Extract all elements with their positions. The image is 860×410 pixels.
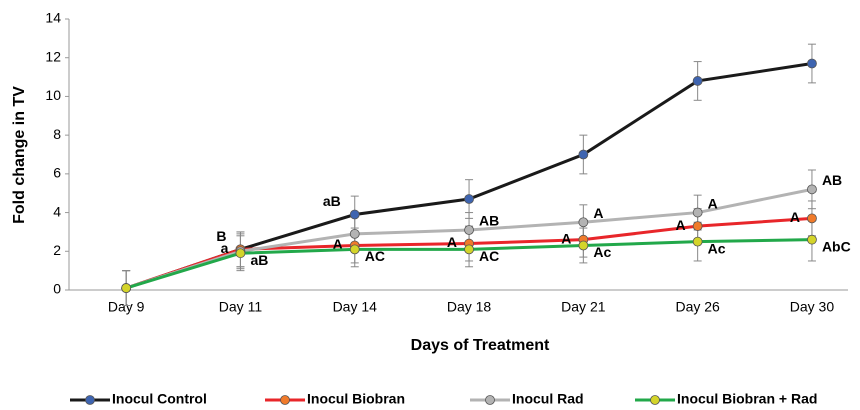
annotation: A <box>447 234 457 250</box>
annotation: A <box>333 236 343 252</box>
y-tick-label: 14 <box>45 10 61 26</box>
annotation: A <box>676 217 686 233</box>
annotation: B <box>216 228 226 244</box>
x-axis-title: Days of Treatment <box>411 337 550 354</box>
y-tick-label: 2 <box>53 242 61 258</box>
annotation: A <box>708 195 718 211</box>
y-tick-label: 0 <box>53 281 61 297</box>
legend-label: Inocul Control <box>112 391 207 407</box>
x-tick-label: Day 14 <box>333 299 378 315</box>
legend-marker <box>280 395 290 405</box>
y-tick-label: 12 <box>45 48 61 64</box>
annotation: a <box>221 240 229 256</box>
point <box>578 149 589 160</box>
point <box>807 184 817 195</box>
annotation: aB <box>323 193 341 209</box>
point <box>807 213 817 224</box>
legend-label: Inocul Biobran + Rad <box>677 391 817 407</box>
point <box>235 248 246 259</box>
annotation: AB <box>822 172 842 188</box>
annotation: AB <box>479 213 499 229</box>
point <box>692 236 703 247</box>
annotation: Ac <box>708 240 726 256</box>
point <box>464 244 474 255</box>
point <box>807 234 817 245</box>
annotation: A <box>790 209 800 225</box>
annotation: A <box>593 205 603 221</box>
x-tick-label: Day 9 <box>108 299 145 315</box>
point <box>692 221 703 232</box>
y-axis-title: Fold change in TV <box>11 86 28 224</box>
y-tick-label: 8 <box>53 126 61 142</box>
point <box>349 209 360 220</box>
annotation: AbC <box>822 238 851 254</box>
x-tick-label: Day 30 <box>790 299 835 315</box>
legend-marker <box>650 395 660 405</box>
legend-marker <box>85 395 95 405</box>
annotation: aB <box>250 252 268 268</box>
x-tick-label: Day 26 <box>675 299 720 315</box>
annotation: AC <box>365 248 385 264</box>
x-tick-label: Day 21 <box>561 299 606 315</box>
annotation: Ac <box>593 244 611 260</box>
point <box>692 76 703 86</box>
annotation: AC <box>479 248 499 264</box>
annotation: A <box>561 230 571 246</box>
point <box>349 244 360 255</box>
x-tick-label: Day 11 <box>219 299 263 315</box>
y-tick-label: 10 <box>45 87 61 103</box>
point <box>807 58 817 69</box>
point <box>692 207 703 218</box>
y-tick-label: 4 <box>53 203 61 219</box>
point <box>578 217 589 228</box>
legend-label: Inocul Biobran <box>307 391 405 407</box>
point <box>464 194 474 204</box>
legend-label: Inocul Rad <box>512 391 584 407</box>
point <box>464 225 474 235</box>
y-tick-label: 6 <box>53 165 61 181</box>
point <box>121 283 132 293</box>
x-tick-label: Day 18 <box>447 299 492 315</box>
point <box>349 228 360 239</box>
point <box>578 240 589 251</box>
legend-marker <box>485 395 495 405</box>
